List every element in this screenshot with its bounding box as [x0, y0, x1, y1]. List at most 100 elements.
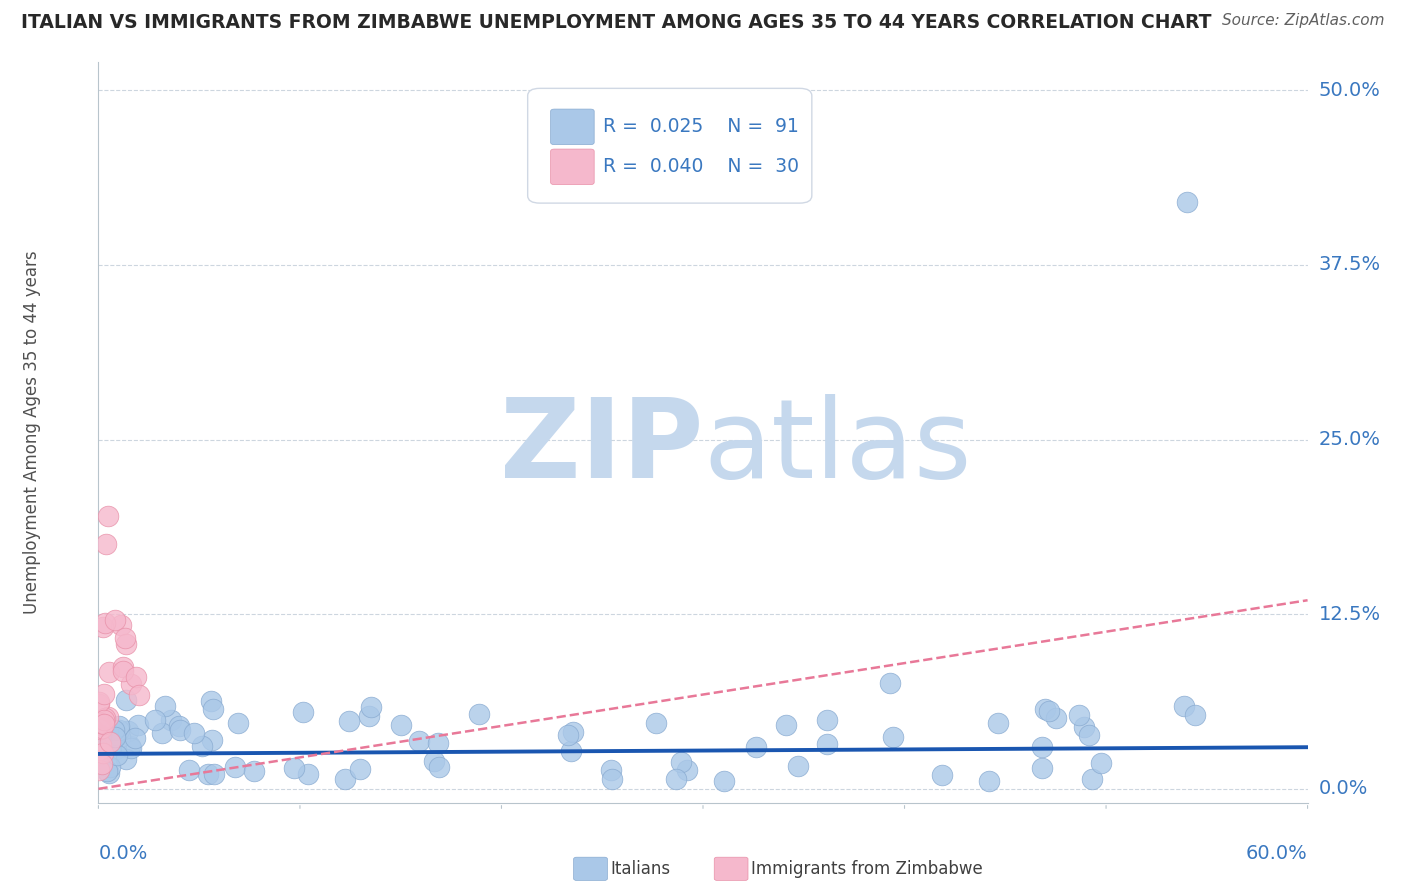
Point — [817, 737, 839, 751]
Point — [226, 715, 249, 730]
Point — [98, 759, 121, 773]
Point — [105, 747, 128, 762]
Text: R =  0.025    N =  91: R = 0.025 N = 91 — [603, 118, 799, 136]
Point — [97, 710, 120, 724]
Text: 25.0%: 25.0% — [1319, 430, 1381, 449]
Point — [786, 759, 808, 773]
Point — [111, 664, 134, 678]
Point — [128, 688, 150, 702]
Point — [169, 719, 191, 733]
Text: 12.5%: 12.5% — [1319, 605, 1381, 624]
Point — [987, 715, 1010, 730]
Point — [103, 723, 125, 738]
Point — [160, 714, 183, 728]
FancyBboxPatch shape — [551, 109, 595, 145]
Point — [745, 740, 768, 755]
Point — [89, 722, 111, 736]
Text: 60.0%: 60.0% — [1246, 845, 1308, 863]
Text: Source: ZipAtlas.com: Source: ZipAtlas.com — [1222, 13, 1385, 29]
Point — [93, 713, 115, 727]
Point — [422, 754, 444, 768]
Point — [96, 537, 118, 551]
Point — [349, 762, 371, 776]
Point — [243, 764, 266, 779]
Point — [98, 665, 121, 680]
Point — [882, 730, 904, 744]
Point — [120, 741, 142, 756]
Point — [817, 713, 839, 727]
Point — [89, 716, 111, 731]
Point — [107, 723, 129, 738]
Point — [90, 718, 112, 732]
Point — [115, 693, 138, 707]
Point — [90, 729, 112, 743]
Point — [112, 660, 135, 674]
Point — [560, 744, 582, 758]
Point — [775, 718, 797, 732]
Point — [96, 764, 118, 778]
Point — [1038, 704, 1060, 718]
Point — [557, 728, 579, 742]
Point — [1031, 761, 1053, 775]
Point — [90, 723, 112, 738]
Point — [675, 764, 697, 778]
Point — [183, 725, 205, 739]
Point — [426, 736, 449, 750]
Point — [114, 752, 136, 766]
Text: 0.0%: 0.0% — [1319, 780, 1368, 798]
Text: ITALIAN VS IMMIGRANTS FROM ZIMBABWE UNEMPLOYMENT AMONG AGES 35 TO 44 YEARS CORRE: ITALIAN VS IMMIGRANTS FROM ZIMBABWE UNEM… — [21, 13, 1212, 32]
Point — [110, 617, 132, 632]
Point — [202, 766, 225, 780]
Point — [292, 705, 315, 719]
FancyBboxPatch shape — [551, 149, 595, 185]
Point — [120, 677, 142, 691]
Point — [87, 697, 110, 711]
Point — [90, 739, 112, 753]
Point — [665, 772, 688, 786]
Point — [105, 742, 128, 756]
Point — [224, 760, 246, 774]
Point — [143, 713, 166, 727]
Point — [1078, 728, 1101, 742]
Point — [107, 719, 129, 733]
Point — [1184, 707, 1206, 722]
Point — [115, 637, 138, 651]
Text: Italians: Italians — [610, 860, 671, 878]
Point — [427, 759, 450, 773]
Point — [561, 724, 583, 739]
Point — [98, 735, 121, 749]
Point — [93, 687, 115, 701]
Point — [1045, 711, 1067, 725]
Point — [179, 763, 201, 777]
Point — [98, 765, 121, 780]
Point — [1033, 702, 1056, 716]
Point — [200, 694, 222, 708]
Point — [125, 671, 148, 685]
Point — [114, 632, 136, 646]
Point — [89, 695, 111, 709]
Point — [1067, 708, 1090, 723]
Text: R =  0.040    N =  30: R = 0.040 N = 30 — [603, 157, 799, 177]
Text: 0.0%: 0.0% — [98, 845, 148, 863]
Point — [202, 702, 225, 716]
Point — [201, 733, 224, 747]
Point — [117, 724, 139, 739]
Point — [931, 768, 953, 782]
Point — [97, 509, 120, 524]
Point — [93, 615, 115, 630]
Point — [645, 715, 668, 730]
Point — [169, 723, 191, 737]
Point — [94, 711, 117, 725]
Point — [108, 730, 131, 744]
Point — [297, 766, 319, 780]
Point — [104, 613, 127, 627]
Point — [118, 739, 141, 753]
Point — [879, 676, 901, 690]
Point — [127, 718, 149, 732]
Point — [124, 731, 146, 745]
Point — [360, 700, 382, 714]
Point — [713, 774, 735, 789]
Point — [87, 763, 110, 777]
Point — [671, 755, 693, 769]
Point — [337, 714, 360, 728]
